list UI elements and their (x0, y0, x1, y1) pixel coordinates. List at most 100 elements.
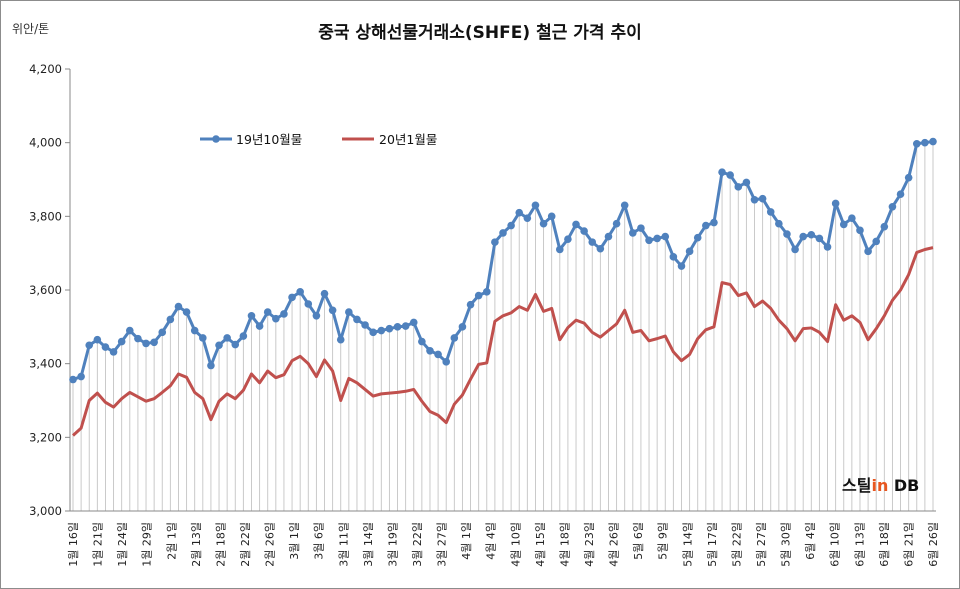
series-1-point (377, 326, 386, 335)
series-1-point (896, 190, 905, 199)
series-1-point (904, 173, 913, 182)
x-tick-label: 6월 21일 (901, 522, 915, 567)
series-1-point (531, 201, 540, 210)
x-tick-label: 2월 22일 (238, 522, 252, 567)
series-1-point (547, 212, 556, 221)
series-1-point (766, 208, 775, 216)
x-tick-label: 3월 6일 (312, 522, 326, 560)
series-1-point (645, 236, 653, 245)
series-1-point (450, 334, 459, 342)
x-tick-label: 6월 10일 (828, 522, 842, 567)
series-1-point (288, 293, 296, 302)
series-1-point (304, 300, 313, 308)
series-1-point (434, 350, 442, 359)
series-1-point (523, 214, 532, 222)
series-1-point (369, 328, 377, 337)
series-1-point (888, 202, 897, 211)
series-1-point (669, 253, 678, 261)
series-1-point (912, 139, 921, 148)
brand-logo-text: 스틸in DB (842, 476, 919, 495)
x-tick-label: 3월 19일 (385, 522, 399, 567)
x-tick-label: 2월 26일 (263, 522, 277, 567)
x-tick-label: 1월 21일 (91, 522, 105, 567)
series-1-point (783, 230, 791, 238)
series-1-point (409, 318, 418, 327)
series-1-point (474, 291, 483, 300)
series-1-point (150, 338, 158, 347)
series-1-point (336, 335, 345, 344)
series-1-point (872, 237, 881, 246)
series-1-point (101, 343, 110, 351)
series-1-point (231, 340, 240, 349)
series-1-point (255, 322, 264, 330)
x-tick-label: 3월 14일 (361, 522, 375, 567)
series-1-point (158, 328, 167, 337)
y-tick-label: 4,200 (29, 62, 62, 76)
series-line-2 (71, 246, 934, 437)
x-tick-label: 2월 13일 (189, 522, 203, 567)
series-1-point (710, 218, 718, 227)
series-1-point (702, 221, 710, 230)
series-1-point (312, 311, 321, 320)
series-1-point (85, 341, 94, 350)
series-1-point (385, 324, 394, 333)
x-tick-label: 1월 24일 (115, 522, 129, 567)
x-tick-label: 6월 13일 (852, 522, 866, 567)
series-1-point (612, 219, 621, 228)
y-unit-label: 위안/톤 (12, 22, 49, 36)
x-tick-label: 4월 23일 (582, 522, 596, 567)
series-1-point (223, 334, 231, 342)
y-tick-label: 3,800 (29, 209, 62, 223)
series-1-point (69, 375, 77, 384)
y-tick-label: 4,000 (29, 136, 62, 150)
series-1-point (718, 168, 726, 176)
series-1-point (791, 245, 799, 254)
series-1-point (823, 243, 832, 251)
series-1-point (588, 238, 597, 246)
series-1-point (77, 372, 85, 381)
series-1-point (499, 229, 507, 237)
series-1-point (239, 332, 248, 340)
series-1-point (109, 348, 118, 356)
series-1-point (125, 326, 134, 335)
series-1-point (580, 227, 588, 235)
series-1-point (839, 220, 848, 229)
y-tick-label: 3,000 (29, 504, 62, 518)
series-1-point (482, 288, 491, 296)
x-tick-label: 4월 1일 (459, 522, 473, 560)
series-1-point (799, 232, 807, 241)
series-1-point (166, 315, 175, 324)
series-1-point (539, 219, 548, 228)
series-1-point (280, 310, 288, 318)
series-1-point (742, 178, 751, 187)
x-tick-label: 4월 10일 (508, 522, 522, 567)
series-1-point (929, 137, 937, 146)
series-1-point (174, 302, 183, 311)
legend-marker-series-1 (212, 135, 220, 143)
series-1-point (750, 195, 759, 204)
series-1-point (685, 247, 694, 256)
series-1-point (815, 234, 824, 243)
brand-part-3: DB (888, 476, 919, 495)
series-1-point (93, 335, 102, 344)
y-tick-label: 3,600 (29, 283, 62, 297)
series-1-point (401, 322, 410, 330)
series-1-point (726, 171, 734, 179)
x-tick-label: 6월 26일 (926, 522, 940, 567)
x-tick-label: 5월 30일 (779, 522, 793, 567)
x-tick-label: 3월 1일 (287, 522, 301, 560)
x-tick-label: 6월 18일 (877, 522, 891, 567)
series-1-point (758, 194, 767, 203)
brand-logo: 스틸in DB (842, 476, 919, 495)
series-1-point (353, 315, 361, 324)
series-1-point (564, 235, 572, 243)
x-tick-label: 5월 17일 (705, 522, 719, 567)
series-1-point (263, 308, 272, 316)
series-1-point (199, 334, 207, 342)
series-1-point (361, 321, 369, 329)
series-1-point (320, 289, 329, 298)
series-1-point (328, 306, 337, 315)
legend: 19년10월물 20년1월물 (200, 132, 437, 147)
x-tick-label: 4월 15일 (533, 522, 547, 567)
series-1-point (921, 138, 929, 147)
